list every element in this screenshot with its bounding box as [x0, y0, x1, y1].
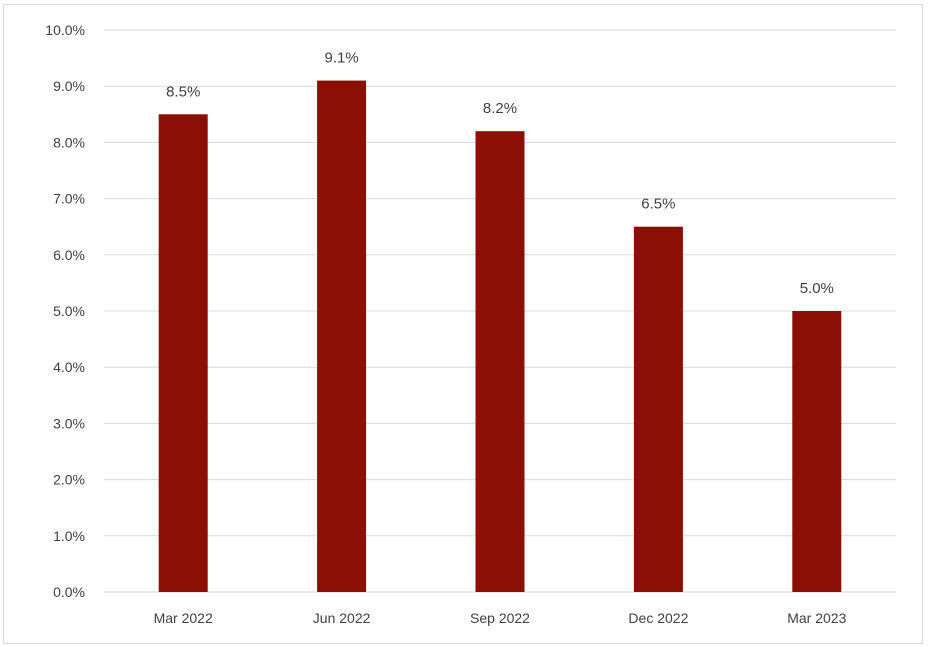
y-tick-label: 1.0% [53, 528, 85, 544]
y-tick-label: 2.0% [53, 472, 85, 488]
y-tick-label: 8.0% [53, 134, 85, 150]
bars [158, 80, 842, 593]
y-tick-label: 9.0% [53, 78, 85, 94]
data-labels: 8.5% 9.1% 8.2% 6.5% 5.0% [166, 50, 834, 297]
data-label: 6.5% [641, 196, 675, 213]
x-tick-label: Sep 2022 [470, 610, 530, 626]
data-label: 5.0% [800, 280, 834, 297]
data-label: 9.1% [324, 50, 358, 67]
x-tick-label: Mar 2022 [154, 610, 213, 626]
y-tick-label: 7.0% [53, 191, 85, 207]
x-tick-label: Mar 2023 [787, 610, 846, 626]
x-tick-label: Jun 2022 [313, 610, 371, 626]
bar-mar-2022 [158, 114, 208, 593]
y-tick-label: 0.0% [53, 584, 85, 600]
bar-jun-2022 [317, 80, 367, 592]
bar-mar-2023 [792, 311, 842, 592]
y-tick-label: 4.0% [53, 359, 85, 375]
data-label: 8.5% [166, 83, 200, 100]
bar-dec-2022 [633, 226, 683, 592]
x-tick-label: Dec 2022 [628, 610, 688, 626]
y-tick-label: 5.0% [53, 303, 85, 319]
y-tick-label: 3.0% [53, 415, 85, 431]
data-label: 8.2% [483, 100, 517, 117]
y-tick-label: 6.0% [53, 247, 85, 263]
y-tick-label: 10.0% [45, 22, 85, 38]
chart-frame [3, 4, 923, 644]
y-axis-tick-labels: 0.0% 1.0% 2.0% 3.0% 4.0% 5.0% 6.0% 7.0% 8.0% 9.0%… [45, 22, 85, 600]
x-axis-tick-labels: Mar 2022 Jun 2022 Sep 2022 Dec 2022 Mar 2023 [154, 610, 847, 626]
bar-sep-2022 [475, 131, 525, 592]
